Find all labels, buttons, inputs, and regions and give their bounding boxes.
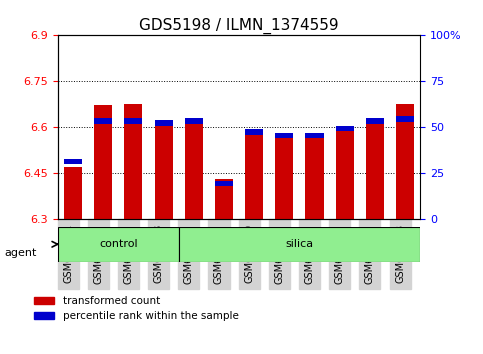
Bar: [215, 181, 233, 186]
Bar: [366, 118, 384, 124]
Bar: [94, 118, 113, 124]
Bar: [275, 136, 294, 219]
Bar: [185, 124, 203, 219]
Bar: [125, 118, 142, 124]
Bar: [185, 118, 203, 124]
Legend: transformed count, percentile rank within the sample: transformed count, percentile rank withi…: [29, 292, 243, 325]
Bar: [396, 103, 414, 219]
Bar: [64, 159, 82, 164]
Bar: [155, 120, 173, 126]
Bar: [58, 227, 179, 262]
Bar: [94, 105, 112, 219]
Bar: [336, 127, 354, 219]
Bar: [306, 133, 324, 138]
Text: silica: silica: [285, 239, 313, 249]
Title: GDS5198 / ILMN_1374559: GDS5198 / ILMN_1374559: [139, 18, 339, 34]
Text: control: control: [99, 239, 138, 249]
Bar: [396, 116, 414, 122]
Bar: [336, 126, 354, 131]
Bar: [179, 227, 420, 262]
Bar: [64, 167, 82, 219]
Bar: [245, 133, 263, 219]
Bar: [245, 129, 263, 135]
Bar: [215, 179, 233, 219]
Bar: [366, 124, 384, 219]
Bar: [306, 137, 324, 219]
Text: agent: agent: [5, 248, 37, 258]
Bar: [155, 124, 173, 219]
Bar: [125, 103, 142, 219]
Bar: [275, 133, 294, 138]
